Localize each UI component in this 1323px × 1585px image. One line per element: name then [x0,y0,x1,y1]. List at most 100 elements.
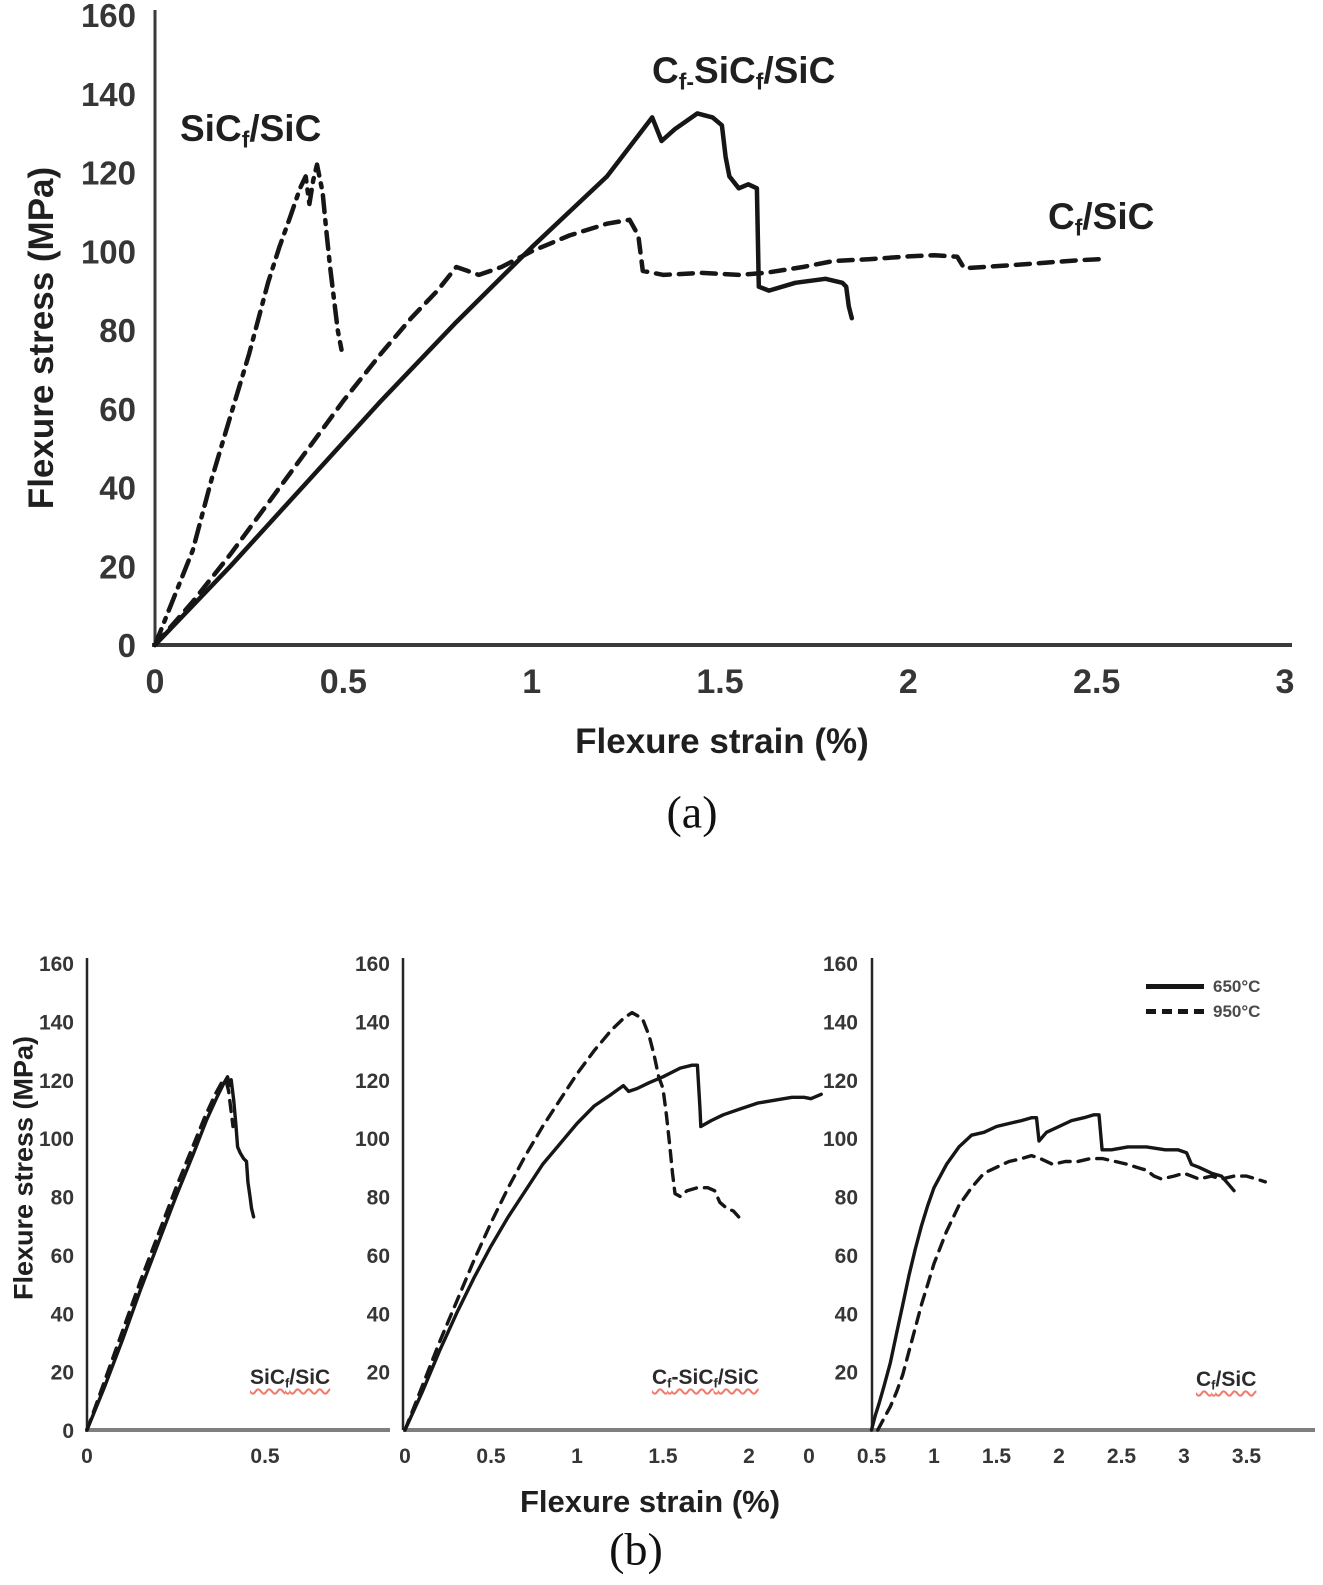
legend-item-950: 950°C [1146,999,1260,1024]
label-text: C [652,50,679,91]
panel-b-x-axis-title: Flexure strain (%) [519,1484,781,1519]
panel-a-curve-sicf-sic [152,162,344,648]
panel-a-label-sicf-sic: SiCf/SiC [180,108,321,153]
label-text: /SiC [289,1366,331,1389]
panel-a-caption: (a) [666,786,718,838]
panel-a-y-tick-label: 160 [81,0,136,34]
panel-a-x-tick-label: 1.5 [696,663,743,701]
subscript-text: f [285,1375,290,1391]
legend-dashed-line-sample [1146,1009,1204,1014]
panel-b2-y-tick-label: 60 [367,1245,390,1268]
panel-b2-x-tick-label: 0.5 [476,1445,506,1468]
label-text: SiC [694,50,756,91]
panel-a-y-tick-label: 140 [81,76,136,113]
panel-b3-x-tick-label: 2 [1053,1445,1065,1468]
panel-b3-y-tick-label: 100 [823,1128,858,1151]
panel-b1-y-tick-label: 20 [51,1362,74,1385]
panel-b1-y-tick-label: 120 [39,1070,74,1093]
panel-b-caption: (b) [609,1523,663,1575]
panel-b2-y-tick-label: 80 [367,1187,390,1210]
panel-a-x-tick-label: 3 [1276,663,1295,701]
panel-a-label-cf-sicf-sic: Cf-SiCf/SiC [652,50,835,95]
panel-a-x-tick-label: 2.5 [1073,663,1120,701]
panel-b3-label-cf-sic: Cf/SiC [1196,1368,1256,1393]
panel-a-y-tick-label: 100 [81,233,136,270]
subscript-text: f [713,1375,718,1391]
panel-a-y-tick-label: 0 [118,627,136,664]
panel-b1-label-sicf-sic: SiCf/SiC [250,1366,330,1391]
panel-a-x-tick-label: 0.5 [320,663,367,701]
panel-a-x-tick-label: 1 [522,663,541,701]
label-text: /SiC [1082,196,1155,237]
panel-a-y-axis-title: Flexure stress (MPa) [22,166,61,510]
label-text: C [1048,196,1075,237]
panel-b3-curve-b3-950 [876,1153,1267,1432]
subscript-text: f [241,126,250,153]
panel-b-y-axis-title: Flexure stress (MPa) [8,1035,39,1301]
label-text: /SiC [717,1366,759,1389]
panel-b2-y-tick-label: 160 [355,953,390,976]
label-text: SiC [250,1366,286,1389]
panel-b2-x-tick-label: 0 [399,1445,411,1468]
panel-b1-y-tick-label: 160 [39,953,74,976]
label-text: /SiC [1215,1368,1257,1391]
panel-a-y-tick-label: 20 [99,548,136,585]
panel-b2-y-tick-label: 20 [367,1362,390,1385]
panel-b2-x-tick-label: 1 [571,1445,583,1468]
panel-b1-y-tick-label: 0 [62,1420,74,1443]
subscript-text: f [667,1375,672,1391]
panel-b1-y-tick-label: 100 [39,1128,74,1151]
panel-b1-y-tick-label: 40 [51,1303,74,1326]
panel-b2-label-cf-sicf-sic: Cf-SiCf/SiC [652,1366,759,1391]
panel-b2-y-tick-label: 140 [355,1011,390,1034]
legend-label-650: 650°C [1213,976,1261,996]
label-text: C [1196,1368,1212,1391]
panel-a-y-tick-label: 40 [99,470,136,507]
panel-b2-curve-b2-650 [403,1063,823,1432]
panel-b3-y-tick-label: 80 [835,1187,858,1210]
subscript-text: f [755,68,764,95]
panel-b1-x-tick-label: 0 [81,1445,93,1468]
panel-b3-x-tick-label: 3 [1178,1445,1190,1468]
panel-a-curve-cf-sic [152,217,1103,648]
panel-b1-curve-b1-950 [85,1078,235,1432]
panel-b3-y-tick-label: 60 [835,1245,858,1268]
panel-a-label-cf-sic: Cf/SiC [1048,196,1154,241]
panel-b3-x-tick-label: 2.5 [1107,1445,1137,1468]
panel-b3-x-tick-label: 1.5 [982,1445,1012,1468]
panel-b3-x-tick-label: 0 [803,1445,815,1468]
panel-b1-curve-b1-650 [85,1075,256,1432]
panel-b3-y-tick-label: 20 [835,1362,858,1385]
panel-b2-y-tick-label: 120 [355,1070,390,1093]
panel-a-y-tick-label: 80 [99,312,136,349]
panel-b3-x-tick-label: 0.5 [857,1445,887,1468]
label-text: /SiC [249,108,322,149]
panel-b3-y-tick-label: 140 [823,1011,858,1034]
label-text: -SiC [671,1366,714,1389]
panel-a-y-tick-label: 60 [99,391,136,428]
panel-b2-y-tick-label: 100 [355,1128,390,1151]
panel-b2-curve-b2-950 [403,1010,741,1432]
panel-b1-x-tick-label: 0.5 [250,1445,280,1468]
panel-b3-y-tick-label: 120 [823,1070,858,1093]
panel-b2-y-tick-label: 40 [367,1303,390,1326]
legend-solid-line-sample [1146,984,1204,989]
panel-a-x-tick-label: 2 [899,663,918,701]
panel-b3-y-tick-label: 40 [835,1303,858,1326]
subscript-text: f [1211,1377,1216,1393]
subscript-text: f [1074,214,1083,241]
legend-label-950: 950°C [1213,1001,1261,1021]
panel-a-curve-cf-sicf-sic [152,111,855,648]
panel-a-x-axis-title: Flexure strain (%) [575,722,869,761]
legend: 650°C 950°C [1146,974,1260,1024]
panel-b1-y-tick-label: 140 [39,1011,74,1034]
panel-b1-y-tick-label: 60 [51,1245,74,1268]
label-text: SiC [180,108,242,149]
panel-a-y-tick-label: 120 [81,155,136,192]
panel-b3-curve-b3-650 [869,1113,1236,1432]
legend-item-650: 650°C [1146,974,1260,999]
panel-b3-x-tick-label: 1 [928,1445,940,1468]
panel-a-x-tick-label: 0 [146,663,165,701]
